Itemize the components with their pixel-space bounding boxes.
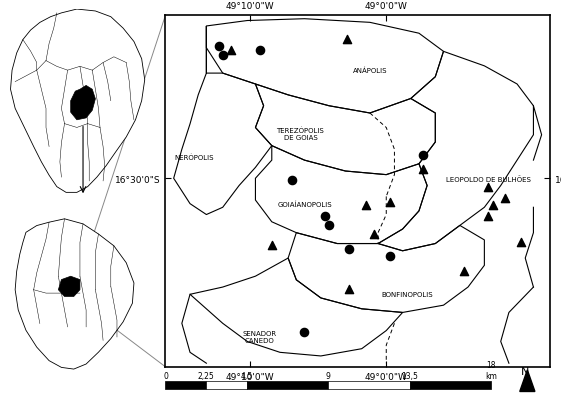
Point <box>267 243 276 249</box>
Point <box>324 223 333 229</box>
Text: 9: 9 <box>326 371 330 380</box>
Point <box>488 203 497 209</box>
Point <box>300 329 309 336</box>
Point <box>370 232 379 238</box>
Text: SENADOR
CANEDO: SENADOR CANEDO <box>242 330 277 342</box>
Text: 13,5: 13,5 <box>401 371 418 380</box>
Point <box>386 253 395 260</box>
Text: 18
km: 18 km <box>485 360 497 380</box>
Point <box>255 47 264 54</box>
Point <box>218 53 227 59</box>
Point <box>320 214 329 220</box>
Point <box>500 196 509 202</box>
Polygon shape <box>11 10 145 193</box>
Text: NERÓPOLIS: NERÓPOLIS <box>174 154 214 160</box>
Text: 0: 0 <box>163 371 168 380</box>
Text: GOIAÍANOPOLIS: GOIAÍANOPOLIS <box>277 201 332 207</box>
Point <box>386 199 395 206</box>
Text: LEOPOLDO DE BULHÕES: LEOPOLDO DE BULHÕES <box>446 176 531 182</box>
Text: 4,5: 4,5 <box>241 371 253 380</box>
Point <box>288 177 297 184</box>
Point <box>419 152 427 158</box>
Point <box>361 203 370 209</box>
Point <box>459 268 468 274</box>
Point <box>345 246 354 253</box>
Point <box>227 47 236 54</box>
Point <box>484 214 493 220</box>
Text: BONFINOPOLIS: BONFINOPOLIS <box>381 292 433 298</box>
Text: ANÁPOLIS: ANÁPOLIS <box>353 67 387 73</box>
Point <box>343 36 352 43</box>
Point <box>214 44 223 50</box>
Point <box>517 239 526 245</box>
Text: 2,25: 2,25 <box>198 371 214 380</box>
Polygon shape <box>15 219 134 369</box>
Polygon shape <box>520 370 535 391</box>
Text: N: N <box>521 366 529 376</box>
Text: TEREZÓPOLIS
DE GOIAS: TEREZÓPOLIS DE GOIAS <box>277 127 324 140</box>
Point <box>345 286 354 292</box>
Polygon shape <box>58 277 80 297</box>
Polygon shape <box>71 86 95 120</box>
Point <box>419 166 427 173</box>
Point <box>484 184 493 191</box>
